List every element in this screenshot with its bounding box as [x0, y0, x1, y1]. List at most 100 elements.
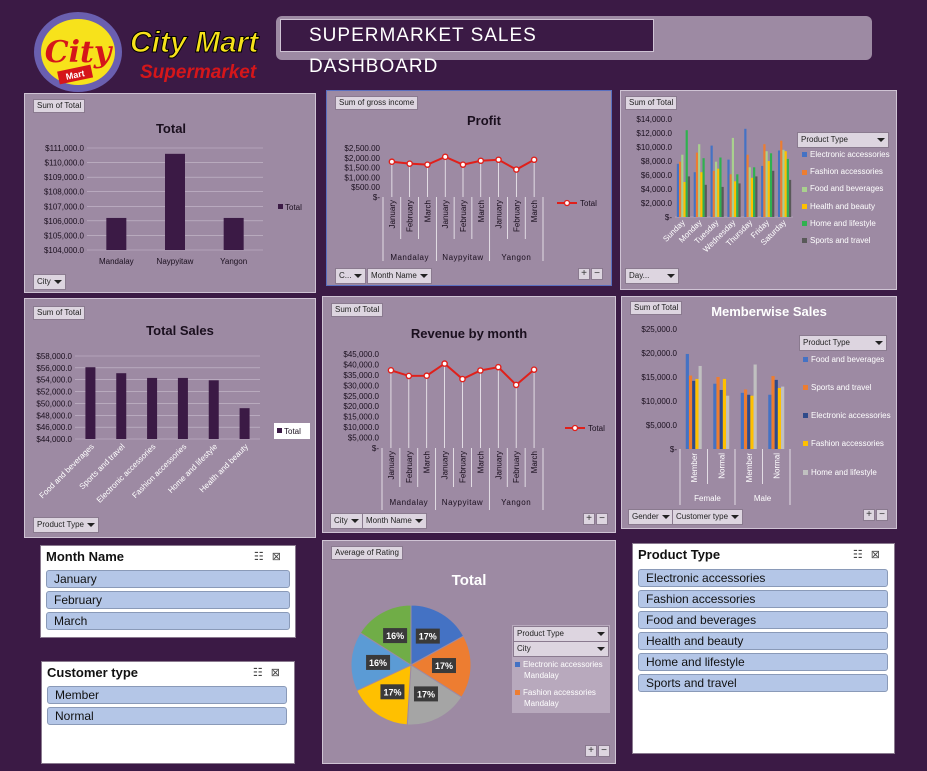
x-group-label: Female	[694, 494, 721, 503]
slicer-item-home[interactable]: Home and lifestyle	[638, 653, 888, 671]
y-tick-label: $40,000.0	[343, 360, 379, 369]
bar	[777, 388, 782, 449]
y-tick-label: $8,000.0	[641, 157, 673, 166]
bar	[208, 380, 219, 439]
x-tick-label: Normal	[717, 453, 726, 479]
customer-type-filter-button[interactable]: Customer type	[672, 509, 744, 525]
multi-select-icon[interactable]: ☷	[253, 551, 272, 563]
product-type-legend-filter[interactable]: Product Type	[799, 335, 887, 351]
bar	[782, 149, 785, 217]
slicer-item-sports[interactable]: Sports and travel	[638, 674, 888, 692]
x-tick-label: February	[406, 200, 415, 232]
x-tick-label: January	[441, 451, 450, 479]
slicer-item-food[interactable]: Food and beverages	[638, 611, 888, 629]
field-tag[interactable]: Sum of Total	[33, 99, 86, 113]
x-tick-label: January	[388, 200, 397, 228]
month-filter-button[interactable]: Month Name	[367, 268, 432, 284]
expand-button[interactable]: +	[578, 268, 590, 280]
bar	[743, 389, 748, 449]
product-type-filter-button[interactable]: Product Type	[33, 517, 99, 533]
bar	[750, 177, 754, 217]
data-point	[459, 161, 467, 168]
clear-filter-icon[interactable]: ⊠	[270, 667, 288, 679]
y-tick-label: $58,000.0	[36, 352, 72, 361]
bar	[685, 353, 689, 449]
data-point	[424, 161, 431, 168]
legend-sublabel: Mandalay	[524, 699, 559, 708]
collapse-button[interactable]: −	[596, 513, 608, 525]
x-tick-label: Electronic accessories	[95, 442, 158, 505]
field-tag[interactable]: Sum of gross income	[335, 96, 419, 110]
slicer-item-member[interactable]: Member	[47, 686, 287, 704]
field-tag[interactable]: Sum of Total	[625, 96, 678, 110]
multi-select-icon[interactable]: ☷	[852, 549, 871, 561]
bar	[692, 380, 696, 449]
data-point	[512, 381, 520, 389]
y-tick-label: $106,000.0	[44, 217, 85, 226]
y-tick-label: $1,000.00	[344, 173, 380, 182]
field-tag[interactable]: Average of Rating	[331, 546, 403, 560]
logo-text: City Mart	[130, 26, 260, 59]
bar	[700, 172, 703, 217]
y-tick-label: $52,000.0	[36, 388, 72, 397]
y-tick-label: $44,000.0	[36, 435, 72, 444]
slicer-item-normal[interactable]: Normal	[47, 707, 287, 725]
y-tick-label: $6,000.0	[641, 171, 673, 180]
expand-button[interactable]: +	[863, 509, 875, 521]
bar	[721, 186, 724, 217]
legend-label: Total	[580, 199, 597, 208]
field-tag[interactable]: Sum of Total	[33, 306, 86, 320]
legend-swatch	[277, 428, 282, 433]
clear-filter-icon[interactable]: ⊠	[870, 549, 888, 561]
profit-panel: Profit $- $500.00 $1,000.00 $1,500.00 $2,000.…	[326, 90, 612, 286]
slicer-item-january[interactable]: January	[46, 570, 290, 588]
x-group-label: Naypyitaw	[442, 253, 483, 262]
bar	[726, 395, 730, 449]
bar-yangon	[223, 217, 244, 250]
city-filter-button[interactable]: City	[330, 513, 363, 529]
legend-swatch	[803, 385, 808, 391]
day-filter-button[interactable]: Day...	[625, 268, 679, 284]
expand-button[interactable]: +	[583, 513, 595, 525]
legend-sublabel: Mandalay	[524, 671, 559, 680]
y-tick-label: $46,000.0	[36, 423, 72, 432]
slicer-item-february[interactable]: February	[46, 591, 290, 609]
city-filter-button[interactable]: City	[33, 274, 66, 290]
legend-item: Fashion accessories Mandalay	[515, 687, 596, 709]
slicer-item-fashion[interactable]: Fashion accessories	[638, 590, 888, 608]
bar	[753, 167, 756, 217]
product-type-legend-filter[interactable]: Product Type	[797, 132, 889, 148]
y-tick-label: $35,000.0	[343, 371, 379, 380]
slicer-item-march[interactable]: March	[46, 612, 290, 630]
expand-button[interactable]: +	[585, 745, 597, 757]
legend-item: Fashion accessories	[803, 438, 891, 449]
collapse-button[interactable]: −	[591, 268, 603, 280]
y-tick-label: $10,000.0	[641, 397, 677, 406]
clear-filter-icon[interactable]: ⊠	[271, 551, 289, 563]
bar	[85, 367, 96, 439]
multi-select-icon[interactable]: ☷	[252, 667, 271, 679]
field-tag[interactable]: Sum of Total	[331, 303, 384, 317]
total-sales-panel: Total Sales $44,000.0 $46,000.0 $48,000.0 $5…	[24, 298, 316, 538]
data-point	[441, 360, 448, 367]
bar	[147, 377, 158, 439]
month-filter-button[interactable]: Month Name	[362, 513, 427, 529]
bar	[765, 151, 768, 217]
gender-filter-button[interactable]: Gender	[628, 509, 674, 525]
product-type-legend-filter[interactable]: Product Type	[513, 626, 609, 642]
y-tick-label: $10,000.0	[636, 143, 672, 152]
slicer-item-health[interactable]: Health and beauty	[638, 632, 888, 650]
city-legend-filter[interactable]: City	[513, 641, 609, 657]
x-tick-label: February	[459, 200, 468, 232]
x-tick-label: Member	[690, 453, 699, 483]
bar	[712, 170, 715, 217]
field-tag[interactable]: Sum of Total	[630, 301, 683, 315]
legend-item: Sports and travel	[802, 236, 870, 245]
x-tick-label: February	[459, 451, 468, 483]
collapse-button[interactable]: −	[876, 509, 888, 521]
slicer-item-electronic[interactable]: Electronic accessories	[638, 569, 888, 587]
collapse-button[interactable]: −	[598, 745, 610, 757]
city-filter-button[interactable]: C...	[335, 268, 367, 284]
revenue-panel: Revenue by month $- $5,000.0 $10,000.0 $15,0…	[322, 296, 616, 533]
legend-swatch	[802, 152, 807, 158]
